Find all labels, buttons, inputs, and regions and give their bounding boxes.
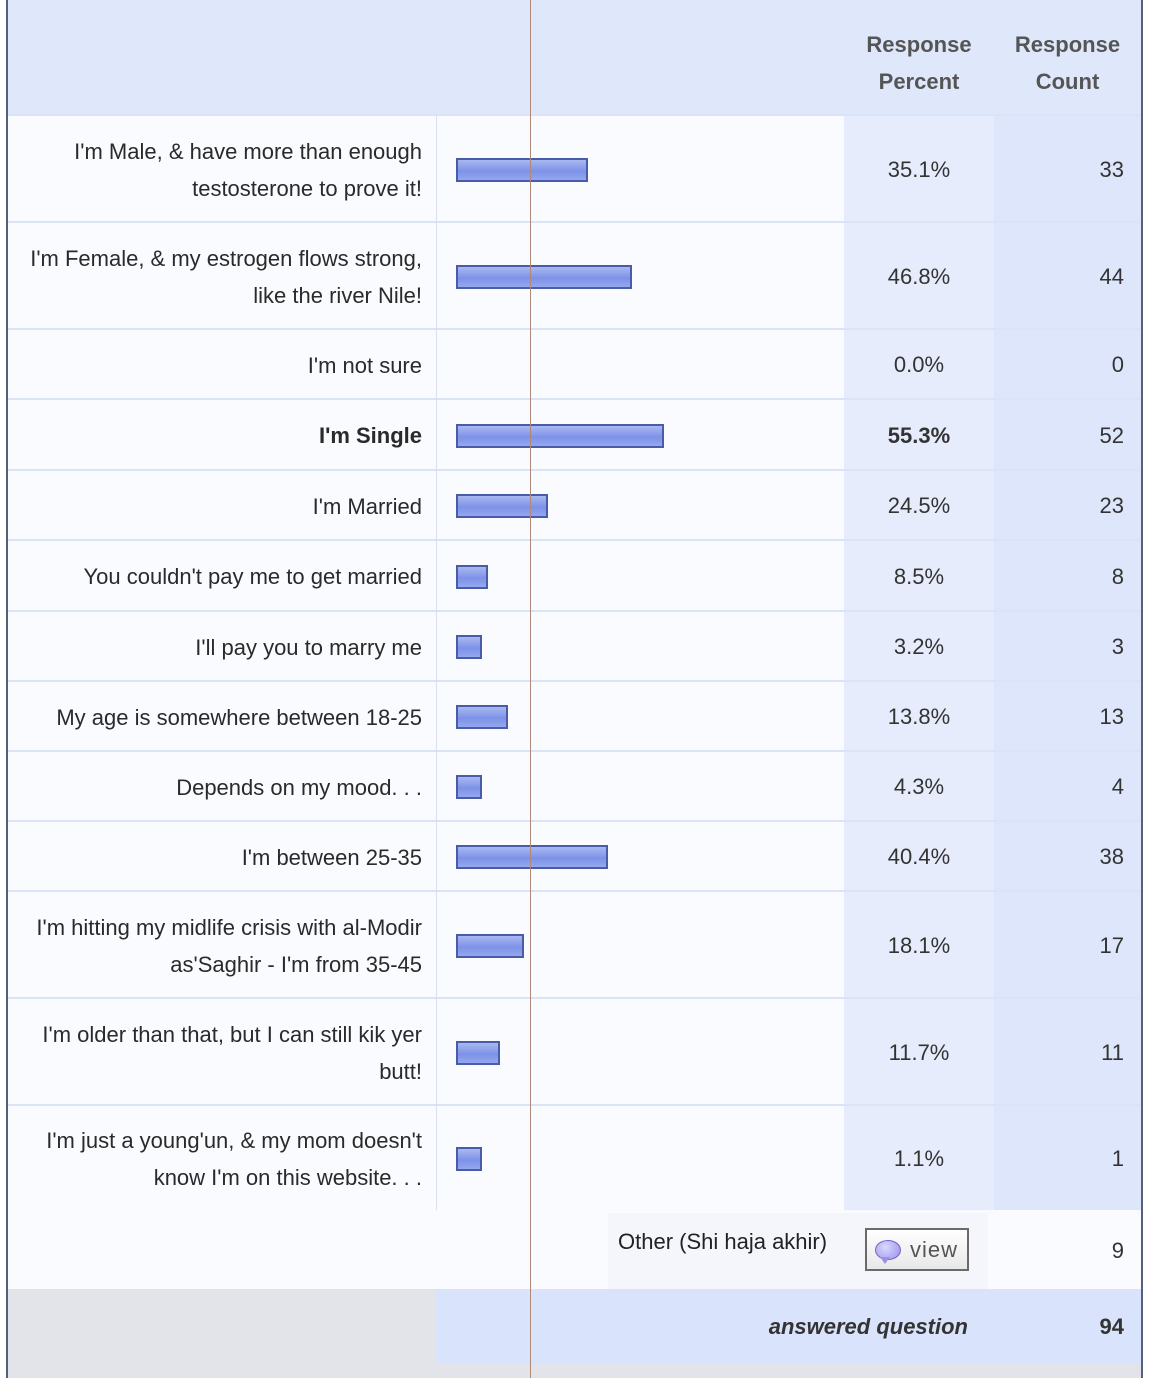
table-row: I'm older than that, but I can still kik…	[8, 997, 1141, 1106]
table-row: I'm Single 55.3% 52	[8, 398, 1141, 471]
table-row: My age is somewhere between 18-25 13.8% 13	[8, 680, 1141, 752]
answer-label: I'll pay you to marry me	[18, 629, 422, 666]
response-count: 3	[994, 634, 1124, 660]
answer-label: You couldn't pay me to get married	[18, 558, 422, 595]
response-count: 23	[994, 493, 1124, 519]
response-count: 11	[994, 1040, 1124, 1066]
response-bar	[456, 775, 482, 799]
answer-label: My age is somewhere between 18-25	[18, 699, 422, 736]
response-percent: 4.3%	[844, 774, 994, 800]
response-bar	[456, 705, 508, 729]
response-percent: 46.8%	[844, 264, 994, 290]
response-percent: 18.1%	[844, 933, 994, 959]
response-percent: 55.3%	[844, 423, 994, 449]
response-bar	[456, 1147, 482, 1171]
response-bar	[456, 845, 608, 869]
response-count: 44	[994, 264, 1124, 290]
header-response-percent: Response Percent	[844, 26, 994, 106]
answered-question-label: answered question	[608, 1314, 968, 1340]
answer-label: I'm hitting my midlife crisis with al-Mo…	[18, 909, 422, 983]
survey-results-table: Response Percent Response Count I'm Male…	[6, 0, 1143, 1378]
response-count: 1	[994, 1146, 1124, 1172]
table-row: Depends on my mood. . . 4.3% 4	[8, 750, 1141, 822]
response-percent: 1.1%	[844, 1146, 994, 1172]
response-count: 38	[994, 844, 1124, 870]
table-row: I'm Male, & have more than enough testos…	[8, 114, 1141, 223]
answer-label: Depends on my mood. . .	[18, 769, 422, 806]
response-percent: 13.8%	[844, 704, 994, 730]
answer-label: I'm Married	[18, 488, 422, 525]
answer-label: I'm Male, & have more than enough testos…	[18, 133, 422, 207]
table-row: I'm Married 24.5% 23	[8, 469, 1141, 541]
answer-label: I'm Female, & my estrogen flows strong, …	[18, 240, 422, 314]
response-bar	[456, 494, 548, 518]
answer-label: I'm older than that, but I can still kik…	[18, 1016, 422, 1090]
response-count: 17	[994, 933, 1124, 959]
column-divider	[436, 114, 437, 1210]
response-percent: 35.1%	[844, 157, 994, 183]
other-label: Other (Shi haja akhir)	[618, 1229, 827, 1255]
response-count: 52	[994, 423, 1124, 449]
view-other-button[interactable]: view	[865, 1228, 969, 1271]
response-bar	[456, 265, 632, 289]
other-row: Other (Shi haja akhir) view	[608, 1213, 988, 1289]
view-button-label: view	[910, 1237, 958, 1263]
header-response-count: Response Count	[994, 26, 1141, 106]
response-percent: 8.5%	[844, 564, 994, 590]
response-percent: 40.4%	[844, 844, 994, 870]
response-bar	[456, 635, 482, 659]
other-count: 9	[994, 1238, 1124, 1264]
table-header: Response Percent Response Count	[8, 0, 1141, 114]
response-bar	[456, 565, 488, 589]
answer-label: I'm between 25-35	[18, 839, 422, 876]
answer-label: I'm not sure	[18, 347, 422, 384]
response-bar	[456, 934, 524, 958]
response-bar	[456, 158, 588, 182]
response-count: 8	[994, 564, 1124, 590]
response-bar	[456, 1041, 500, 1065]
table-row: I'll pay you to marry me 3.2% 3	[8, 610, 1141, 682]
table-row: I'm just a young'un, & my mom doesn't kn…	[8, 1104, 1141, 1212]
response-percent: 3.2%	[844, 634, 994, 660]
response-percent: 0.0%	[844, 352, 994, 378]
table-row: I'm between 25-35 40.4% 38	[8, 820, 1141, 892]
answer-label: I'm Single	[18, 417, 422, 454]
response-percent: 24.5%	[844, 493, 994, 519]
response-count: 0	[994, 352, 1124, 378]
table-row: You couldn't pay me to get married 8.5% 8	[8, 539, 1141, 612]
speech-bubble-icon	[875, 1240, 901, 1260]
response-count: 4	[994, 774, 1124, 800]
response-count: 33	[994, 157, 1124, 183]
response-bar	[456, 424, 664, 448]
table-row: I'm not sure 0.0% 0	[8, 328, 1141, 400]
response-count: 13	[994, 704, 1124, 730]
scan-guide-line	[530, 0, 531, 1378]
answered-question-count: 94	[994, 1314, 1124, 1340]
table-row: I'm hitting my midlife crisis with al-Mo…	[8, 890, 1141, 999]
response-percent: 11.7%	[844, 1040, 994, 1066]
table-row: I'm Female, & my estrogen flows strong, …	[8, 221, 1141, 330]
answer-label: I'm just a young'un, & my mom doesn't kn…	[18, 1122, 422, 1196]
